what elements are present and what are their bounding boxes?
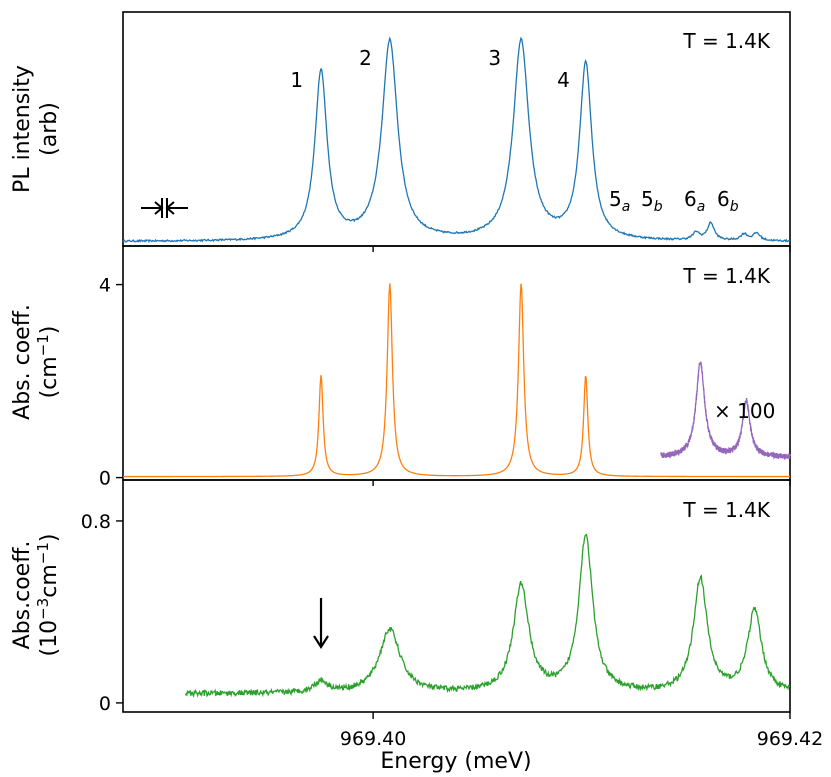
multiplier-label: × 100 [714, 399, 775, 423]
peak-label-4: 4 [557, 68, 570, 92]
pl-peak-labels: 1 2 3 4 [290, 46, 570, 92]
energy-xtick-label: 969.42 [757, 728, 823, 750]
absorption-x100-line [660, 361, 791, 460]
pl-spectrum-line [122, 36, 791, 244]
absorption-ylabel-line1: Abs. coeff. [10, 304, 35, 420]
absorption-line [122, 283, 790, 478]
pl-ylabel-line1: PL intensity [10, 65, 35, 193]
peak-label-5a: 5a [609, 187, 630, 215]
peak-label-3: 3 [488, 46, 501, 70]
resolution-marker-icon [141, 198, 188, 218]
absorption-ytick-label: 0 [99, 468, 111, 490]
energy-xticks: 969.40 969.42 [340, 246, 823, 750]
absorption-temperature-label: T = 1.4K [682, 264, 770, 288]
pl-panel: T = 1.4K 1 2 3 4 5a 5b 6a 6b PL intensity (… [10, 11, 791, 247]
absorption-ytick-label: 4 [99, 275, 111, 297]
peak-label-6b: 6b [717, 187, 739, 215]
pl-ylabel-line2: (arb) [37, 102, 62, 156]
weak-absorption-ytick-label: 0 [99, 693, 111, 715]
weak-absorption-yticks: 00.8 [81, 511, 123, 715]
weak-absorption-panel-frame [122, 479, 791, 713]
weak-absorption-line [184, 533, 791, 698]
peak-label-1: 1 [290, 68, 303, 92]
absorption-yticks: 04 [99, 275, 123, 490]
absorption-panel: T = 1.4K × 100 04 Abs. coeff. (cm−1) [10, 245, 791, 490]
peak-label-6a: 6a [684, 187, 705, 215]
absorption-ylabel-line2: (cm−1) [34, 326, 62, 399]
weak-absorption-ylabel-line2: (10−3cm−1) [34, 534, 62, 657]
peak-label-5b: 5b [641, 187, 663, 215]
weak-absorption-temperature-label: T = 1.4K [682, 498, 770, 522]
weak-absorption-panel: T = 1.4K 00.8 969.40 969.42 Abs.coeff. (1… [10, 246, 823, 774]
energy-xlabel: Energy (meV) [380, 749, 531, 774]
weak-absorption-ytick-label: 0.8 [81, 511, 111, 533]
pl-temperature-label: T = 1.4K [682, 29, 770, 53]
energy-xtick-label: 969.40 [340, 728, 406, 750]
peak-label-2: 2 [359, 46, 372, 70]
weak-absorption-ylabel-line1: Abs.coeff. [10, 541, 35, 650]
down-arrow-icon [313, 598, 329, 650]
